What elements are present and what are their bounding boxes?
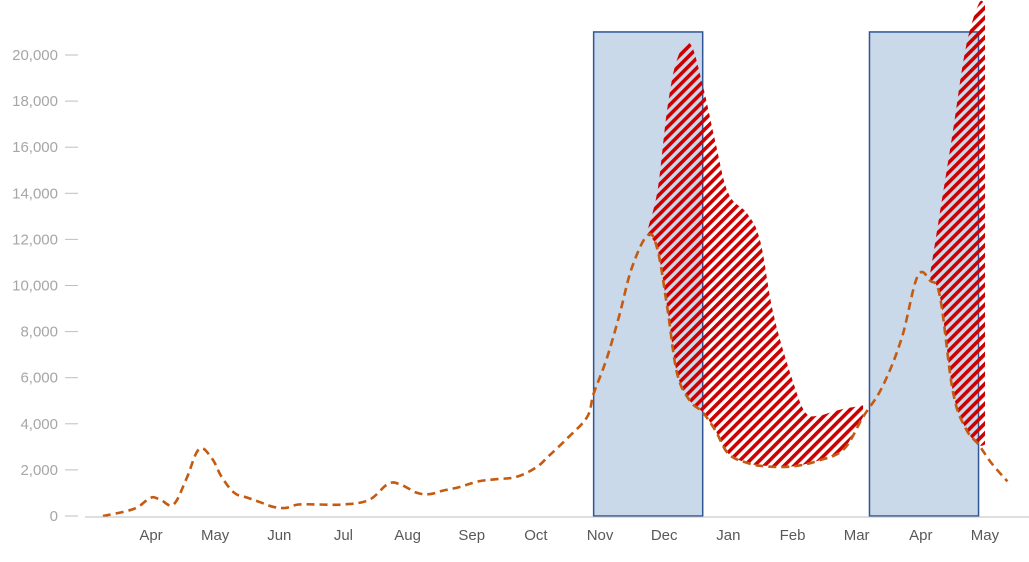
x-tick-label: Jun xyxy=(267,527,291,544)
x-axis-ticks: Apr May Jun Jul Aug Sep Oct Nov Dec Jan Feb Mar Apr M… xyxy=(139,527,999,544)
x-tick-label: Apr xyxy=(909,527,932,544)
y-tick-label: 20,000 xyxy=(12,47,58,64)
y-tick-label: 2,000 xyxy=(20,462,58,479)
hatched-areas xyxy=(648,0,985,467)
y-tick-label: 8,000 xyxy=(20,324,58,341)
x-tick-label: Sep xyxy=(458,527,485,544)
x-tick-label: Aug xyxy=(394,527,421,544)
y-axis-ticks: 0 2,000 4,000 6,000 8,000 10,000 12,000 14,000 1… xyxy=(12,47,78,525)
hatched-area-2 xyxy=(930,0,985,446)
x-tick-label: Nov xyxy=(587,527,614,544)
series-lines xyxy=(102,232,1009,518)
x-tick-label: Feb xyxy=(780,527,806,544)
y-tick-label: 14,000 xyxy=(12,185,58,202)
x-tick-label: Jan xyxy=(716,527,740,544)
x-tick-label: Dec xyxy=(651,527,678,544)
y-tick-label: 16,000 xyxy=(12,139,58,156)
y-tick-label: 6,000 xyxy=(20,370,58,387)
y-tick-label: 10,000 xyxy=(12,278,58,295)
x-tick-label: Mar xyxy=(844,527,870,544)
y-tick-label: 4,000 xyxy=(20,416,58,433)
y-tick-label: 12,000 xyxy=(12,231,58,248)
x-tick-label: May xyxy=(201,527,230,544)
y-tick-label: 18,000 xyxy=(12,93,58,110)
x-tick-label: Oct xyxy=(524,527,548,544)
x-tick-label: Jul xyxy=(334,527,353,544)
y-tick-label: 0 xyxy=(50,508,58,525)
hatched-area-1 xyxy=(648,42,864,467)
x-tick-label: May xyxy=(971,527,1000,544)
series-line-1 xyxy=(102,232,1009,518)
x-tick-label: Apr xyxy=(139,527,162,544)
